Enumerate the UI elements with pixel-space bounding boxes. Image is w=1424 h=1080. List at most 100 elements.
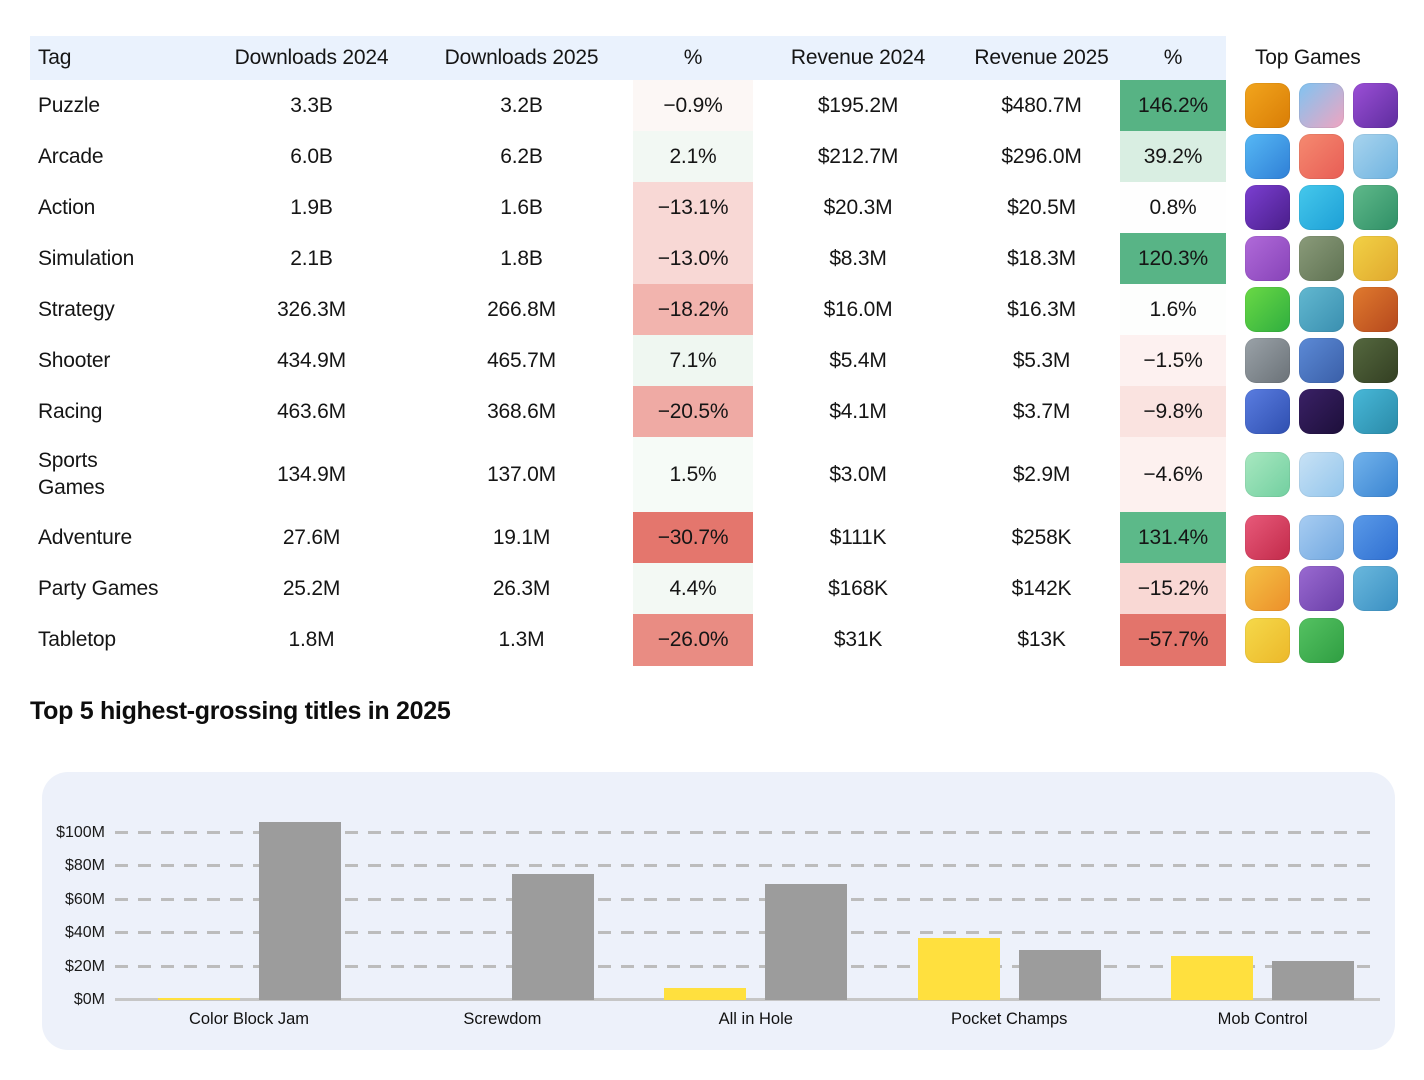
- revenue-change-cell: −57.7%: [1120, 614, 1226, 666]
- revenue-2025-cell: $258K: [1011, 525, 1072, 549]
- chart-bar: [258, 822, 341, 1000]
- revenue-2025-cell: $480.7M: [1001, 93, 1082, 117]
- revenue-2025-cell: $142K: [1011, 576, 1072, 600]
- chart-bar: [1171, 956, 1254, 1000]
- header-revenue-change: %: [1120, 36, 1226, 80]
- downloads-2024-cell: 463.6M: [277, 399, 346, 423]
- chart-bar: [157, 998, 240, 1000]
- game-icon[interactable]: [1245, 338, 1290, 383]
- header-gap: [1226, 36, 1245, 80]
- chart-y-tick: $20M: [64, 957, 105, 975]
- game-icon[interactable]: [1299, 236, 1344, 281]
- revenue-2024-cell: $16.0M: [823, 297, 893, 321]
- chart-x-label: All in Hole: [718, 1010, 793, 1028]
- game-icon[interactable]: [1299, 566, 1344, 611]
- downloads-change-cell: −13.1%: [633, 182, 753, 233]
- game-icon[interactable]: [1299, 338, 1344, 383]
- tag-cell: Party Games: [38, 576, 159, 600]
- downloads-2025-cell: 3.2B: [500, 93, 543, 117]
- chart-y-tick: $80M: [64, 857, 105, 874]
- downloads-2025-cell: 26.3M: [492, 576, 551, 600]
- game-icon[interactable]: [1299, 185, 1344, 230]
- game-icon[interactable]: [1245, 83, 1290, 128]
- game-icon[interactable]: [1245, 617, 1290, 663]
- game-icon[interactable]: [1299, 452, 1344, 497]
- top-games-cell: [1245, 131, 1410, 182]
- chart-bar: [917, 938, 1000, 1000]
- game-icon[interactable]: [1353, 287, 1398, 332]
- game-icon[interactable]: [1353, 185, 1398, 230]
- table-row-party-games: Party Games 25.2M 26.3M 4.4% $168K $142K…: [30, 563, 1410, 614]
- downloads-change-cell: −30.7%: [633, 512, 753, 563]
- downloads-2025-cell: 19.1M: [492, 525, 551, 549]
- chart-plot: $0M $20M $40M $60M $80M $100M Color Block Jam S…: [56, 772, 1380, 1028]
- revenue-change-cell: −15.2%: [1120, 563, 1226, 614]
- downloads-2024-cell: 27.6M: [282, 525, 341, 549]
- header-revenue-2024: Revenue 2024: [753, 36, 963, 80]
- chart-bar-group: [917, 938, 1101, 1000]
- downloads-2024-cell: 326.3M: [277, 297, 346, 321]
- top-games-cell: [1245, 512, 1410, 563]
- chart-gridline: [115, 964, 1380, 968]
- table-row-arcade: Arcade 6.0B 6.2B 2.1% $212.7M $296.0M 39…: [30, 131, 1410, 182]
- game-icon[interactable]: [1353, 515, 1398, 560]
- revenue-2025-cell: $18.3M: [1007, 246, 1076, 270]
- revenue-2024-cell: $31K: [833, 628, 883, 651]
- chart-title: Top 5 highest-grossing titles in 2025: [30, 697, 451, 725]
- game-icon[interactable]: [1245, 185, 1290, 230]
- game-icon[interactable]: [1245, 566, 1290, 611]
- table-row-tabletop: Tabletop 1.8M 1.3M −26.0% $31K $13K −57.…: [30, 614, 1410, 666]
- game-icon[interactable]: [1299, 389, 1344, 434]
- downloads-change-cell: −20.5%: [633, 386, 753, 437]
- revenue-2024-cell: $212.7M: [817, 144, 899, 168]
- revenue-2025-cell: $13K: [1017, 628, 1066, 651]
- game-icon[interactable]: [1353, 566, 1398, 611]
- top-titles-chart: $0M $20M $40M $60M $80M $100M Color Block Jam S…: [42, 772, 1395, 1050]
- downloads-2025-cell: 1.6B: [500, 195, 543, 219]
- downloads-2024-cell: 1.8M: [288, 628, 335, 651]
- downloads-2025-cell: 137.0M: [487, 462, 556, 486]
- table-row-simulation: Simulation 2.1B 1.8B −13.0% $8.3M $18.3M…: [30, 233, 1410, 284]
- game-icon[interactable]: [1299, 617, 1344, 663]
- header-tag: Tag: [30, 36, 213, 80]
- game-icon[interactable]: [1353, 338, 1398, 383]
- downloads-2024-cell: 6.0B: [290, 144, 333, 168]
- chart-bar: [1272, 961, 1355, 1000]
- chart-y-tick: $0M: [73, 991, 105, 1008]
- game-icon[interactable]: [1245, 134, 1290, 179]
- revenue-2024-cell: $5.4M: [829, 348, 887, 372]
- revenue-2024-cell: $111K: [829, 525, 887, 549]
- game-icon[interactable]: [1245, 389, 1290, 434]
- game-icon[interactable]: [1353, 389, 1398, 434]
- game-icon[interactable]: [1245, 452, 1290, 497]
- top-games-cell: [1245, 80, 1410, 131]
- downloads-change-cell: 7.1%: [633, 335, 753, 386]
- revenue-2025-cell: $2.9M: [1012, 462, 1071, 486]
- table-row-sports-games: Sports Games 134.9M 137.0M 1.5% $3.0M $2…: [30, 437, 1410, 512]
- revenue-2024-cell: $3.0M: [829, 462, 887, 486]
- game-icon[interactable]: [1245, 236, 1290, 281]
- top-games-cell: [1245, 563, 1410, 614]
- game-icon[interactable]: [1353, 452, 1398, 497]
- game-icon[interactable]: [1353, 236, 1398, 281]
- game-icon[interactable]: [1299, 515, 1344, 560]
- revenue-change-cell: 131.4%: [1120, 512, 1226, 563]
- game-icon[interactable]: [1353, 134, 1398, 179]
- revenue-2025-cell: $20.5M: [1007, 195, 1076, 219]
- downloads-2024-cell: 1.9B: [290, 195, 333, 219]
- downloads-2024-cell: 434.9M: [277, 348, 346, 372]
- game-icon[interactable]: [1245, 287, 1290, 332]
- game-icon[interactable]: [1299, 83, 1344, 128]
- downloads-2025-cell: 1.3M: [498, 628, 545, 651]
- game-icon[interactable]: [1299, 134, 1344, 179]
- game-icon[interactable]: [1299, 287, 1344, 332]
- downloads-2025-cell: 368.6M: [487, 399, 556, 423]
- downloads-2024-cell: 134.9M: [277, 462, 346, 486]
- revenue-change-cell: 39.2%: [1120, 131, 1226, 182]
- tag-cell: Shooter: [38, 348, 111, 372]
- game-icon[interactable]: [1245, 515, 1290, 560]
- table-row-strategy: Strategy 326.3M 266.8M −18.2% $16.0M $16…: [30, 284, 1410, 335]
- game-icon[interactable]: [1353, 83, 1398, 128]
- downloads-2025-cell: 6.2B: [500, 144, 543, 168]
- downloads-2024-cell: 2.1B: [290, 246, 333, 270]
